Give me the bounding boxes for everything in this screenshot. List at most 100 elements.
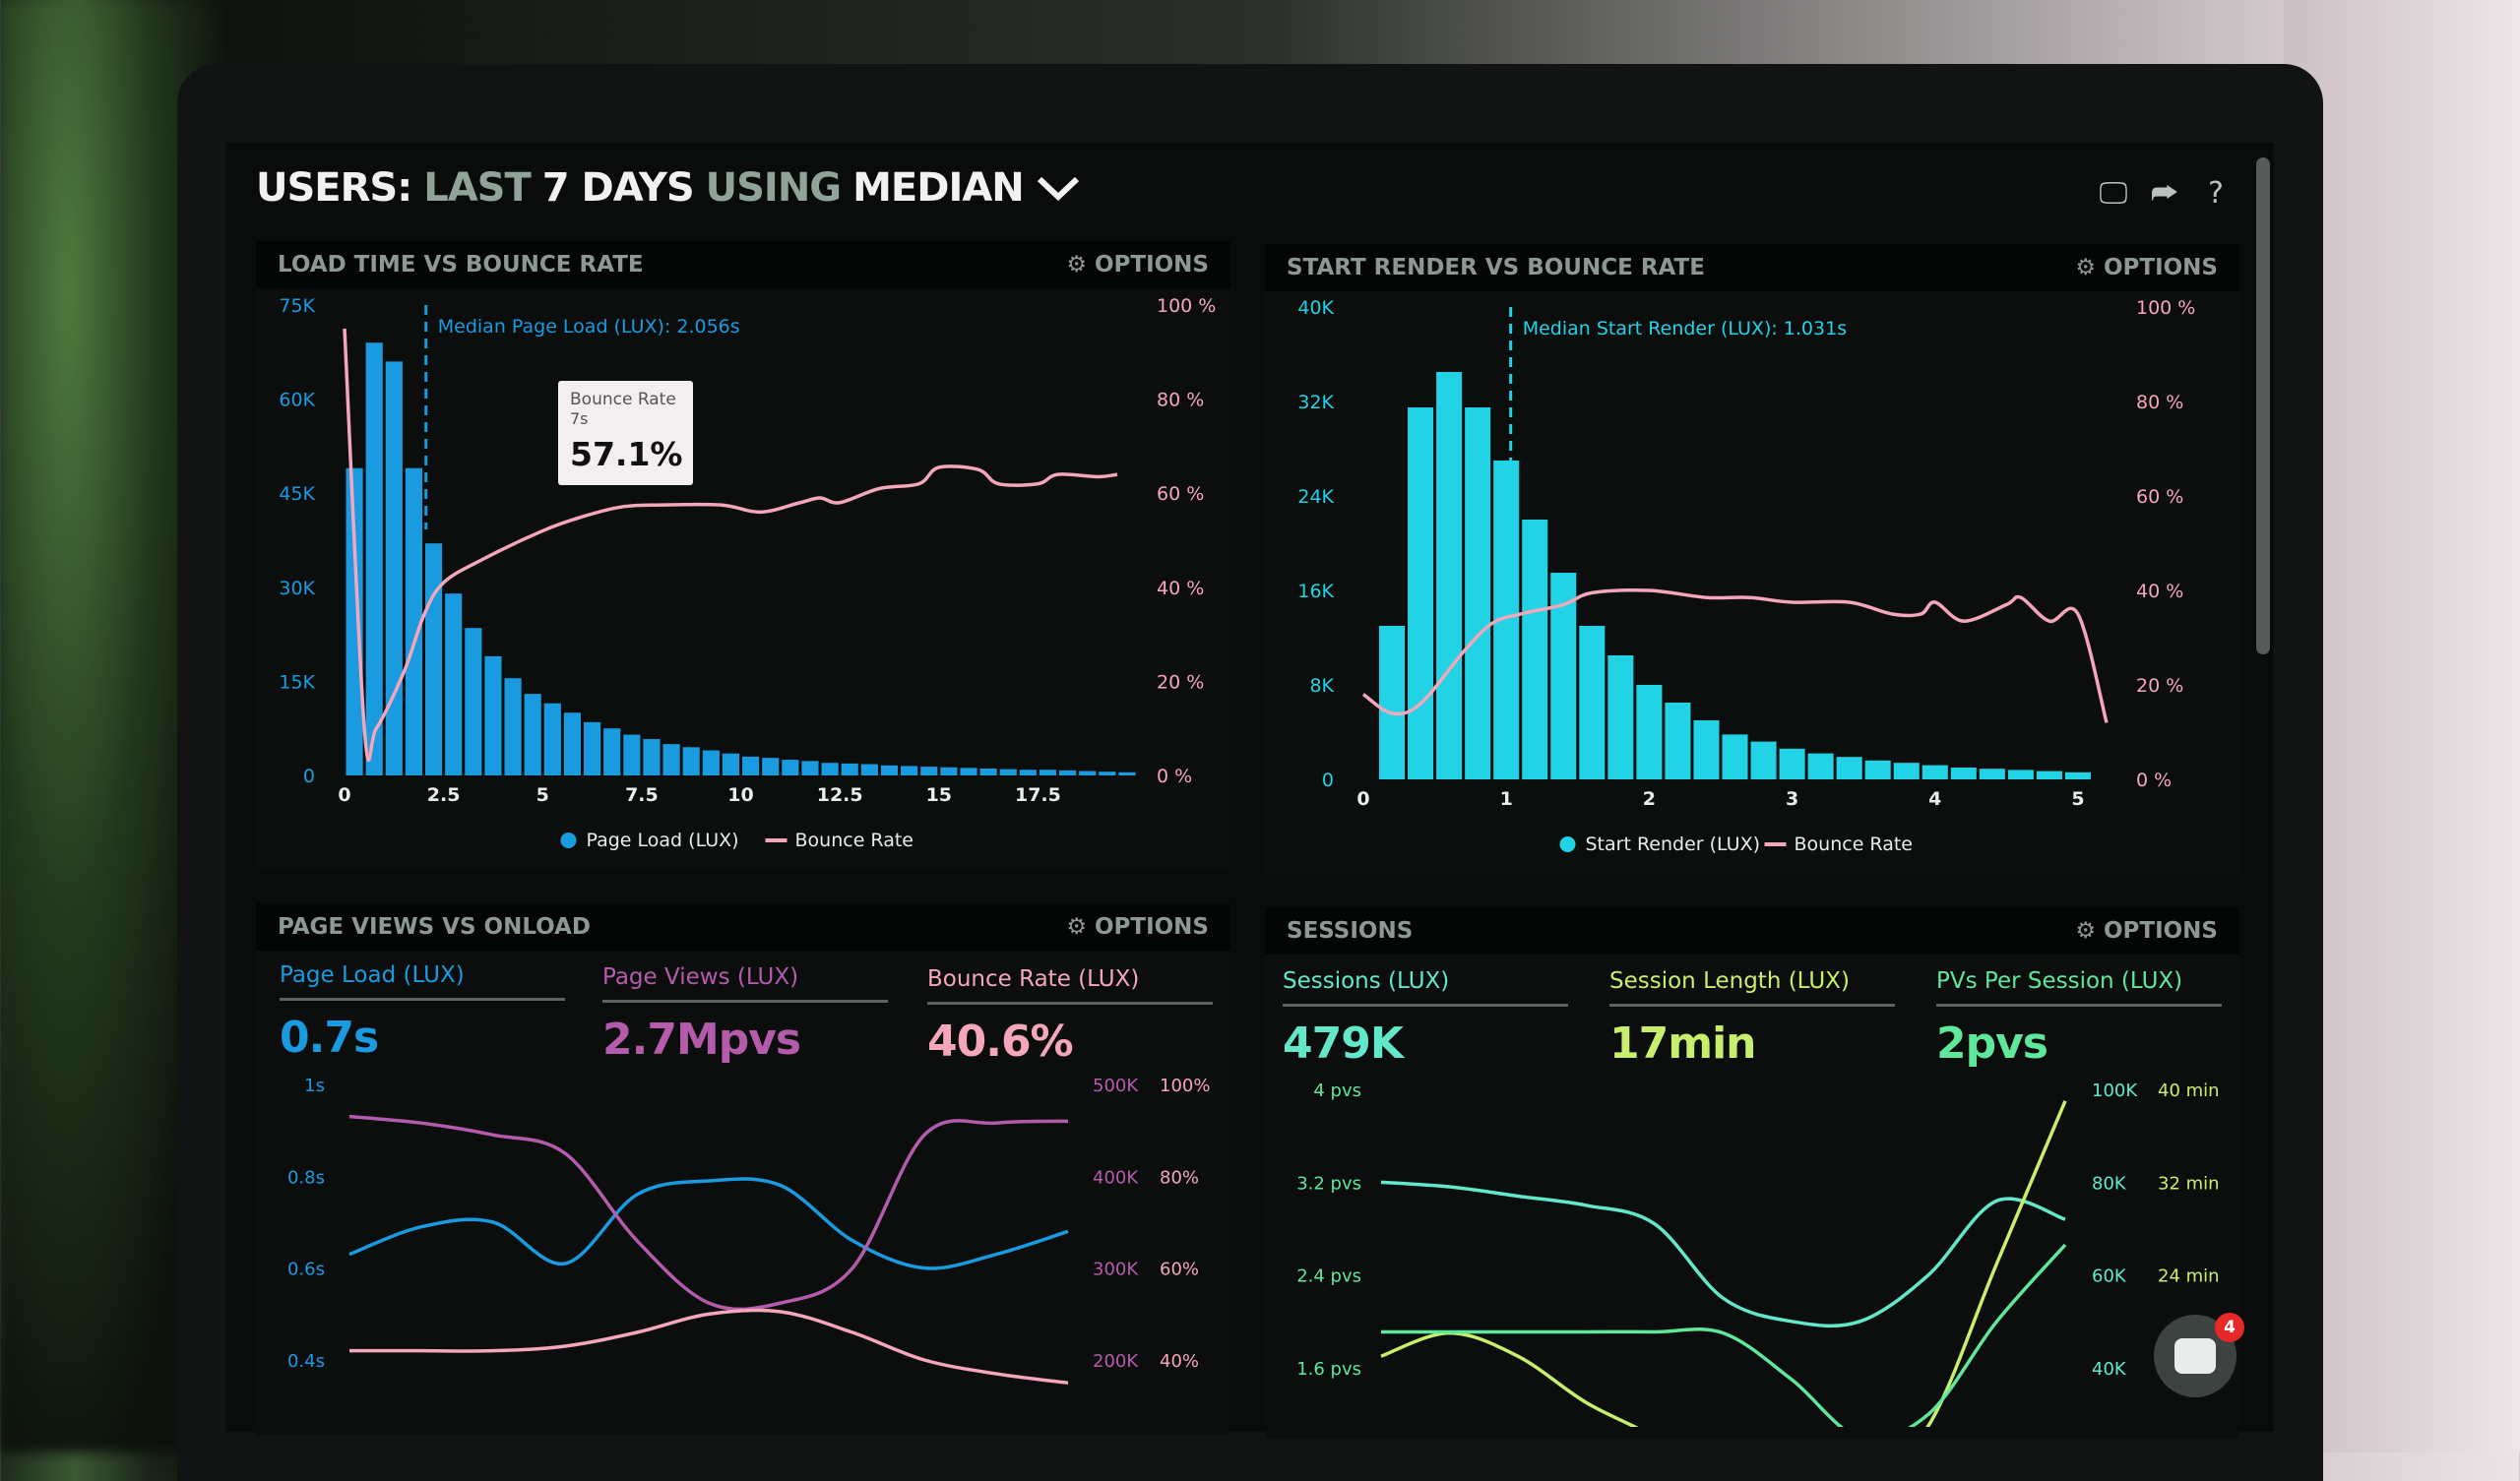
- histogram-bar: [1436, 372, 1463, 779]
- metric-sessions[interactable]: Sessions (LUX) 479K: [1283, 968, 1568, 1069]
- x-tick-label: 1: [1500, 788, 1513, 810]
- histogram-bar: [801, 761, 819, 775]
- histogram-bar: [702, 750, 720, 775]
- y2-tick-label: 60 %: [1157, 483, 1204, 505]
- histogram-bar: [445, 593, 463, 775]
- series-group: [1380, 1100, 2067, 1427]
- histogram-bar: [1864, 760, 1891, 779]
- chevron-down-icon[interactable]: [1036, 173, 1081, 203]
- page-title[interactable]: USERS: LAST 7 DAYS USING MEDIAN: [256, 165, 1081, 211]
- x-tick-label: 0: [1356, 788, 1369, 810]
- y2-tick-label: 300K: [1093, 1260, 1139, 1280]
- histogram-bar: [1522, 520, 1548, 779]
- options-button[interactable]: ⚙ OPTIONS: [1066, 914, 1209, 940]
- histogram-bar: [1893, 763, 1920, 779]
- histogram-bar: [920, 767, 938, 775]
- y-tick-label: 15K: [279, 671, 315, 693]
- histogram-bar: [1079, 771, 1097, 775]
- options-button[interactable]: ⚙ OPTIONS: [1066, 252, 1209, 278]
- histogram-bar: [1807, 753, 1834, 779]
- metric-value: 40.6%: [927, 1017, 1074, 1067]
- y2-tick-label: 80 %: [2136, 392, 2183, 413]
- histogram-bar: [385, 361, 403, 775]
- options-button[interactable]: ⚙ OPTIONS: [2075, 918, 2218, 944]
- histogram-bar: [2064, 771, 2091, 779]
- y-tick-label: 1s: [304, 1076, 325, 1096]
- metric-label: Page Views (LUX): [602, 964, 888, 1003]
- y2-tick-label: 60 %: [2136, 486, 2183, 508]
- histogram-bar: [1465, 407, 1491, 779]
- share-icon[interactable]: ⮫: [2151, 176, 2178, 211]
- metric-label: Sessions (LUX): [1283, 968, 1568, 1007]
- title-stat[interactable]: MEDIAN: [852, 165, 1025, 211]
- histogram-bar: [465, 628, 482, 775]
- page-views-chart: 0.4s 0.6s 0.8s 1s 200K 300K 400K 500K 40% 60% 80% 1…: [287, 1076, 1210, 1386]
- options-button[interactable]: ⚙ OPTIONS: [2075, 255, 2218, 280]
- panel-page-views: PAGE VIEWS VS ONLOAD ⚙ OPTIONS: [256, 903, 1230, 1435]
- histogram-bar: [1059, 770, 1077, 775]
- x-tick-label: 12.5: [817, 784, 863, 806]
- x-tick-label: 0: [338, 784, 350, 806]
- panel-title: SESSIONS: [1287, 918, 1414, 944]
- sessions-chart: 1.6 pvs 2.4 pvs 3.2 pvs 4 pvs 40K 60K 80K 100K 2…: [1296, 1080, 2220, 1427]
- y3-tick-label: 100%: [1160, 1076, 1210, 1096]
- options-label: OPTIONS: [1094, 914, 1209, 940]
- tooltip-x: 7s: [570, 409, 589, 428]
- legend-marker: [560, 833, 577, 848]
- y3-tick-label: 24 min: [2158, 1266, 2220, 1287]
- histogram-bar: [543, 703, 561, 775]
- y-tick-label: 30K: [279, 578, 315, 599]
- x-tick-label: 2: [1643, 788, 1656, 810]
- metric-bounce-rate[interactable]: Bounce Rate (LUX) 40.6%: [927, 966, 1213, 1067]
- metric-page-load[interactable]: Page Load (LUX) 0.7s: [280, 962, 565, 1063]
- histogram-bar: [1950, 768, 1977, 779]
- panel-title: START RENDER VS BOUNCE RATE: [1287, 255, 1705, 280]
- metric-session-length[interactable]: Session Length (LUX) 17min: [1609, 968, 1895, 1069]
- histogram-bar: [365, 342, 383, 775]
- y2-tick-label: 20 %: [1157, 671, 1204, 693]
- y2-tick-label: 100K: [2092, 1080, 2138, 1101]
- histogram-bar: [643, 739, 661, 775]
- metric-value: 17min: [1609, 1018, 1756, 1069]
- gear-icon: ⚙: [2075, 918, 2096, 944]
- y3-tick-label: 40 min: [2158, 1080, 2220, 1101]
- metric-pvs-per-session[interactable]: PVs Per Session (LUX) 2pvs: [1936, 968, 2222, 1069]
- histogram-bar: [1579, 626, 1606, 779]
- histogram-bar: [1408, 407, 1434, 779]
- y2-tick-label: 400K: [1093, 1167, 1139, 1188]
- monitor-icon[interactable]: 🖵: [2099, 176, 2128, 211]
- metric-value: 2pvs: [1936, 1018, 2048, 1069]
- histogram-bar: [1607, 655, 1634, 779]
- x-tick-label: 5: [2071, 788, 2084, 810]
- histogram-bar: [860, 764, 878, 775]
- metric-page-views[interactable]: Page Views (LUX) 2.7Mpvs: [602, 964, 888, 1065]
- metric-label: PVs Per Session (LUX): [1936, 968, 2222, 1007]
- histogram-bar: [504, 678, 522, 775]
- histogram-bar: [742, 756, 760, 775]
- histogram-bar: [1750, 741, 1777, 779]
- histogram-bar: [901, 766, 918, 775]
- y2-tick-label: 500K: [1093, 1076, 1139, 1096]
- title-range[interactable]: 7 DAYS: [541, 165, 695, 211]
- help-icon[interactable]: ?: [2208, 176, 2224, 211]
- y-tick-label: 24K: [1297, 486, 1334, 508]
- y2-tick-label: 60K: [2092, 1266, 2127, 1287]
- gear-icon: ⚙: [2075, 255, 2096, 280]
- metric-label: Bounce Rate (LUX): [927, 966, 1213, 1005]
- median-label: Median Page Load (LUX): 2.056s: [438, 316, 740, 338]
- x-tick-label: 17.5: [1015, 784, 1061, 806]
- y-tick-label: 0: [303, 766, 315, 787]
- options-label: OPTIONS: [2103, 918, 2218, 944]
- y2-tick-label: 40 %: [1157, 578, 1204, 599]
- histogram-bar: [782, 760, 799, 775]
- y2-tick-label: 20 %: [2136, 675, 2183, 697]
- gear-icon: ⚙: [1066, 914, 1087, 940]
- series-line: [348, 1308, 1069, 1386]
- x-tick-label: 3: [1786, 788, 1798, 810]
- y3-tick-label: 60%: [1160, 1260, 1199, 1280]
- histogram-bar: [821, 763, 839, 775]
- y-tick-label: 0: [1322, 770, 1334, 791]
- scrollbar[interactable]: [2256, 157, 2270, 654]
- histogram-bar: [2007, 770, 2034, 779]
- tooltip: [558, 381, 693, 485]
